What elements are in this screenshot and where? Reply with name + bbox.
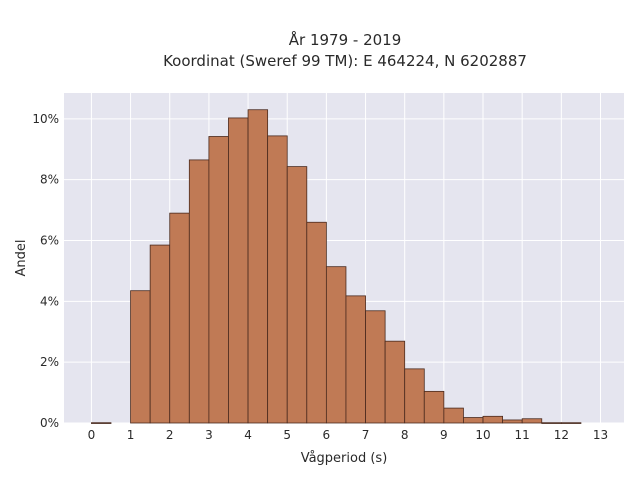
histogram-bar: [365, 310, 386, 424]
y-tick-label: 6%: [40, 234, 59, 248]
x-tick-label: 6: [323, 428, 331, 442]
histogram-bar: [521, 418, 543, 424]
x-tick-label: 10: [475, 428, 490, 442]
histogram-bar: [130, 290, 151, 424]
histogram-bar: [208, 136, 229, 424]
bars: [91, 109, 582, 424]
x-tick-label: 3: [205, 428, 213, 442]
x-tick-label: 2: [166, 428, 174, 442]
y-tick-label: 10%: [32, 112, 59, 126]
x-tick-label: 5: [283, 428, 291, 442]
x-tick-label: 8: [401, 428, 409, 442]
histogram-bar: [384, 340, 406, 424]
histogram-bar: [423, 390, 445, 424]
x-tick-label: 0: [88, 428, 96, 442]
histogram-bar: [560, 422, 582, 424]
histogram-bar: [463, 417, 484, 424]
x-tick-label: 9: [440, 428, 448, 442]
histogram-bar: [502, 419, 523, 424]
y-tick-label: 4%: [40, 294, 59, 308]
histogram-bar: [345, 295, 366, 424]
y-tick-label: 0%: [40, 416, 59, 430]
histogram-bar: [188, 159, 210, 424]
histogram-bar: [443, 407, 464, 424]
x-tick-label: 11: [515, 428, 530, 442]
histogram-bar: [306, 221, 327, 424]
y-axis-label: Andel: [14, 240, 29, 277]
y-tick-labels: 0% 2% 4% 6% 8% 10%: [32, 112, 59, 430]
histogram-bar: [267, 135, 288, 424]
histogram-bar: [228, 117, 249, 424]
histogram-bar: [404, 368, 425, 424]
histogram-bar: [247, 109, 269, 424]
x-axis-label: Vågperiod (s): [301, 451, 388, 466]
histogram-bar: [325, 266, 347, 424]
y-tick-label: 8%: [40, 173, 59, 187]
histogram-bar: [91, 422, 112, 424]
histogram-bar: [286, 166, 308, 424]
x-tick-label: 4: [244, 428, 252, 442]
x-tick-label: 1: [127, 428, 135, 442]
histogram-bar: [482, 415, 504, 424]
histogram-bar: [541, 422, 562, 424]
histogram-bar: [169, 212, 190, 424]
chart-title-line-1: År 1979 - 2019: [289, 30, 402, 49]
y-tick-label: 2%: [40, 355, 59, 369]
x-tick-labels: 0 1 2 3 4 5 6 7 8 9 10 11 12 13: [88, 428, 609, 442]
chart-title-line-2: Koordinat (Sweref 99 TM): E 464224, N 62…: [163, 52, 527, 70]
x-tick-label: 12: [554, 428, 569, 442]
histogram-bar: [149, 244, 171, 424]
x-tick-label: 7: [362, 428, 370, 442]
x-tick-label: 13: [593, 428, 608, 442]
